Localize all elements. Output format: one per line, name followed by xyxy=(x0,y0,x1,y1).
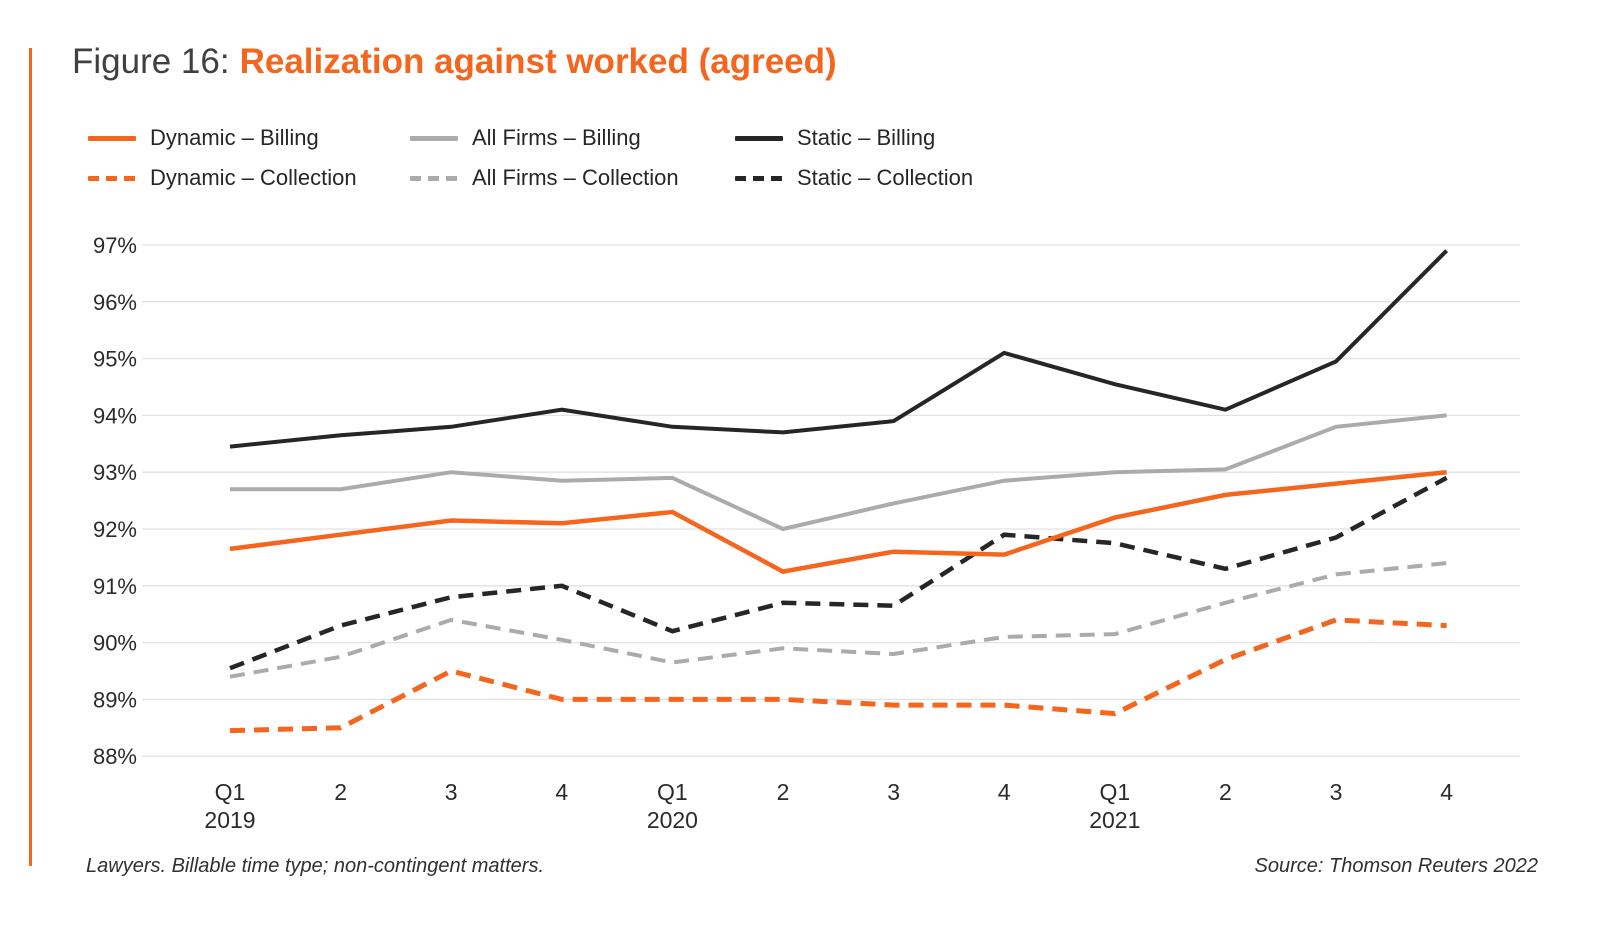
accent-bar xyxy=(29,48,32,866)
y-axis-tick-label: 97% xyxy=(93,233,137,258)
x-axis-tick-label: 4 xyxy=(1440,779,1453,805)
y-axis-tick-label: 88% xyxy=(93,744,137,769)
y-axis-tick-label: 96% xyxy=(93,290,137,315)
legend-label: Dynamic – Collection xyxy=(150,165,357,190)
series-line-static-collection xyxy=(229,475,1448,671)
series-line-dynamic-billing xyxy=(229,469,1447,574)
y-axis-tick-label: 90% xyxy=(93,631,137,656)
solid-line-swatch-icon xyxy=(410,135,458,141)
y-axis-tick-label: 92% xyxy=(93,517,137,542)
y-axis-tick-label: 91% xyxy=(93,574,137,599)
series-line-all-firms-collection xyxy=(229,561,1447,679)
x-axis-tick-label: 2 xyxy=(1219,779,1232,805)
series-line-dynamic-collection xyxy=(229,617,1447,734)
x-axis-year-label: 2019 xyxy=(204,807,255,833)
legend-label: All Firms – Billing xyxy=(472,125,641,150)
legend-label: Static – Collection xyxy=(797,165,974,190)
figure-title: Figure 16: Realization against worked (ag… xyxy=(72,42,837,82)
y-axis-tick-label: 93% xyxy=(93,460,137,485)
x-axis-tick-label: 3 xyxy=(445,779,458,805)
x-axis-tick-label: 3 xyxy=(1330,779,1343,805)
series-line-all-firms-billing xyxy=(230,413,1447,532)
legend-label: Static – Billing xyxy=(797,125,936,150)
dashed-line-swatch-icon xyxy=(735,175,783,181)
solid-line-swatch-icon xyxy=(735,135,783,141)
y-axis-tick-label: 94% xyxy=(93,403,137,428)
figure-title-text: Realization against worked (agreed) xyxy=(239,42,837,81)
solid-line-swatch-icon xyxy=(88,135,136,141)
legend-item-all-firms-billing: All Firms – Billing xyxy=(410,125,641,151)
footnote: Lawyers. Billable time type; non-conting… xyxy=(86,855,544,877)
y-axis-tick-label: 89% xyxy=(93,687,137,712)
x-axis-tick-label: 3 xyxy=(887,779,900,805)
x-axis-year-label: 2021 xyxy=(1089,807,1140,833)
legend-label: All Firms – Collection xyxy=(472,165,679,190)
x-axis-year-label: 2020 xyxy=(647,807,698,833)
y-axis-tick-label: 95% xyxy=(93,347,137,372)
x-axis-tick-label: Q1 xyxy=(215,779,246,805)
x-axis-tick-label: Q1 xyxy=(657,779,688,805)
x-axis-tick-label: 4 xyxy=(998,779,1011,805)
legend-item-all-firms-collection: All Firms – Collection xyxy=(410,165,679,191)
legend-item-static-collection: Static – Collection xyxy=(735,165,973,191)
x-axis-tick-label: 2 xyxy=(334,779,347,805)
legend-label: Dynamic – Billing xyxy=(150,125,319,150)
x-axis-tick-label: 2 xyxy=(777,779,790,805)
figure-title-prefix: Figure 16: xyxy=(72,42,230,81)
legend-item-dynamic-collection: Dynamic – Collection xyxy=(88,165,357,191)
dashed-line-swatch-icon xyxy=(88,175,136,181)
x-axis-tick-label: 4 xyxy=(555,779,568,805)
dashed-line-swatch-icon xyxy=(410,175,458,181)
series-line-static-billing xyxy=(229,249,1449,449)
source-note: Source: Thomson Reuters 2022 xyxy=(1254,855,1539,877)
legend-item-static-billing: Static – Billing xyxy=(735,125,935,151)
legend-item-dynamic-billing: Dynamic – Billing xyxy=(88,125,319,151)
x-axis-tick-label: Q1 xyxy=(1099,779,1130,805)
